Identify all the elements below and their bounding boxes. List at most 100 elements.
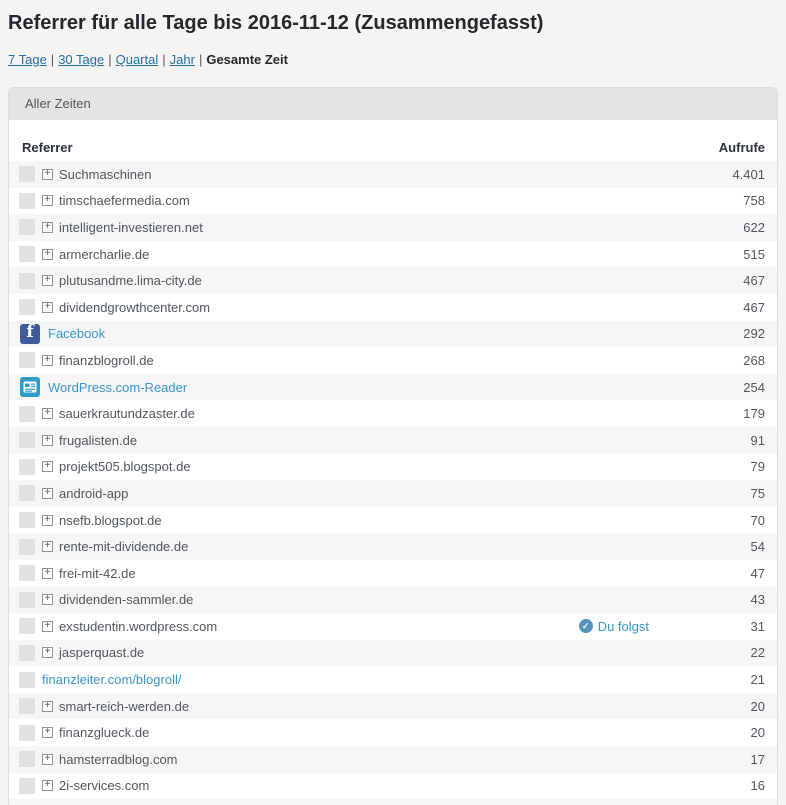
table-row: + intelligent-investieren.net 622: [9, 214, 777, 241]
referrer-label: dividendgrowthcenter.com: [59, 299, 211, 315]
nav-separator: |: [50, 52, 55, 67]
nav-link-quartal[interactable]: Quartal: [115, 52, 159, 67]
views-count: 179: [743, 406, 765, 422]
table-row: + finanzblogroll.de 268: [9, 347, 777, 374]
table-row: + dividendgrowthcenter.com 467: [9, 293, 777, 321]
nav-link-30-tage[interactable]: 30 Tage: [58, 52, 105, 67]
table-row: + nsefb.blogspot.de 70: [9, 506, 777, 534]
table-row: + jasperquast.de 22: [9, 639, 777, 667]
expand-icon[interactable]: +: [42, 408, 53, 420]
favicon-placeholder: [19, 192, 35, 209]
referrer-label: finanzglueck.de: [59, 725, 150, 741]
views-count: 16: [750, 778, 765, 794]
nav-separator: |: [198, 52, 203, 67]
favicon-placeholder: [19, 166, 35, 183]
referrer-label: jasperquast.de: [59, 645, 145, 661]
favicon-placeholder: [19, 272, 35, 289]
column-header-aufrufe: Aufrufe: [718, 140, 765, 155]
favicon-placeholder: [19, 485, 35, 502]
views-count: 20: [750, 698, 765, 714]
favicon-placeholder: [19, 246, 35, 263]
referrer-link[interactable]: Facebook: [48, 326, 106, 342]
referrer-label: android-app: [59, 485, 129, 501]
nav-link-jahr[interactable]: Jahr: [169, 52, 195, 67]
favicon-placeholder: [19, 591, 35, 608]
views-count: 467: [743, 273, 765, 289]
favicon-placeholder: [19, 724, 35, 741]
referrer-label: Suchmaschinen: [59, 166, 152, 182]
table-row: + frei-mit-42.de 47: [9, 559, 777, 587]
favicon-placeholder: [19, 671, 35, 688]
table-row: f Facebook 292: [9, 320, 777, 348]
referrer-label: rente-mit-dividende.de: [59, 539, 189, 555]
favicon-placeholder: [19, 458, 35, 475]
nav-link-7-tage[interactable]: 7 Tage: [8, 52, 47, 67]
expand-icon[interactable]: +: [42, 434, 53, 446]
following-check-icon: ✓: [578, 619, 593, 634]
referrer-label: frugalisten.de: [59, 432, 138, 448]
referrer-link[interactable]: finanzleiter.com/blogroll/: [42, 672, 182, 688]
referrer-label: armercharlie.de: [59, 246, 150, 262]
column-header-referrer: Referrer: [22, 140, 73, 155]
referrer-label: projekt505.blogspot.de: [59, 459, 191, 475]
expand-icon[interactable]: +: [42, 700, 53, 712]
views-count: 292: [743, 326, 765, 342]
expand-icon[interactable]: +: [42, 567, 53, 579]
expand-icon[interactable]: +: [42, 727, 53, 739]
expand-icon[interactable]: +: [42, 301, 53, 313]
table-row: + hamsterradblog.com 17: [9, 746, 777, 773]
table-row: + android-app 75: [9, 480, 777, 507]
expand-icon[interactable]: +: [42, 248, 53, 260]
expand-icon[interactable]: +: [42, 780, 53, 792]
views-count: 622: [743, 219, 765, 235]
nav-separator: |: [162, 52, 166, 67]
views-count: 4.401: [732, 166, 765, 182]
expand-icon[interactable]: +: [42, 514, 53, 526]
views-count: 79: [750, 459, 765, 475]
referrer-label: 2i-services.com: [59, 778, 150, 794]
expand-icon[interactable]: +: [42, 195, 53, 207]
expand-icon[interactable]: +: [42, 753, 53, 765]
expand-icon[interactable]: +: [42, 221, 53, 233]
views-count: 17: [750, 751, 765, 767]
panel-header: Aller Zeiten: [9, 88, 777, 120]
favicon-placeholder: [19, 644, 35, 661]
views-count: 54: [750, 539, 765, 555]
table-row: + frugalisten.de 91: [9, 426, 777, 454]
referrer-label: nsefb.blogspot.de: [59, 512, 162, 528]
referrer-label: timschaefermedia.com: [59, 193, 190, 209]
expand-icon[interactable]: +: [42, 354, 53, 366]
favicon-placeholder: [19, 405, 35, 422]
table-row: + dividenden-sammler.de 43: [9, 586, 777, 614]
table-row: +2i-services.com 16: [9, 772, 777, 800]
views-count: 467: [743, 299, 765, 315]
expand-icon[interactable]: +: [42, 620, 53, 632]
table-row: + Suchmaschinen 4.401: [9, 161, 777, 188]
views-count: 515: [743, 246, 765, 262]
following-badge: ✓ Du folgst: [578, 618, 649, 634]
favicon-placeholder: [19, 538, 35, 555]
expand-icon[interactable]: +: [42, 647, 53, 659]
expand-icon[interactable]: +: [42, 594, 53, 606]
expand-icon[interactable]: +: [42, 168, 53, 180]
expand-icon[interactable]: +: [42, 541, 53, 553]
stats-panel: Aller Zeiten Referrer Aufrufe + Suchmasch…: [8, 87, 778, 805]
facebook-icon: f: [20, 323, 40, 344]
views-count: 75: [750, 485, 765, 501]
referrer-link[interactable]: WordPress.com-Reader: [48, 379, 188, 395]
views-count: 254: [743, 379, 765, 395]
nav-separator: |: [108, 52, 112, 67]
following-badge-label: Du folgst: [597, 618, 649, 634]
expand-icon[interactable]: +: [42, 461, 53, 473]
favicon-placeholder: [19, 299, 35, 316]
table-row: + timschaefermedia.com 758: [9, 187, 777, 215]
expand-icon[interactable]: +: [42, 275, 53, 287]
favicon-placeholder: [19, 432, 35, 449]
nav-active-gesamte-zeit: Gesamte Zeit: [206, 52, 288, 67]
views-count: 22: [750, 645, 765, 661]
stats-page: Referrer für alle Tage bis 2016-11-12 (Z…: [0, 10, 786, 805]
expand-icon[interactable]: +: [42, 487, 53, 499]
table-header-row: Referrer Aufrufe: [9, 120, 777, 161]
views-count: 758: [743, 193, 765, 209]
table-row: + sauerkrautundzaster.de 179: [9, 400, 777, 427]
